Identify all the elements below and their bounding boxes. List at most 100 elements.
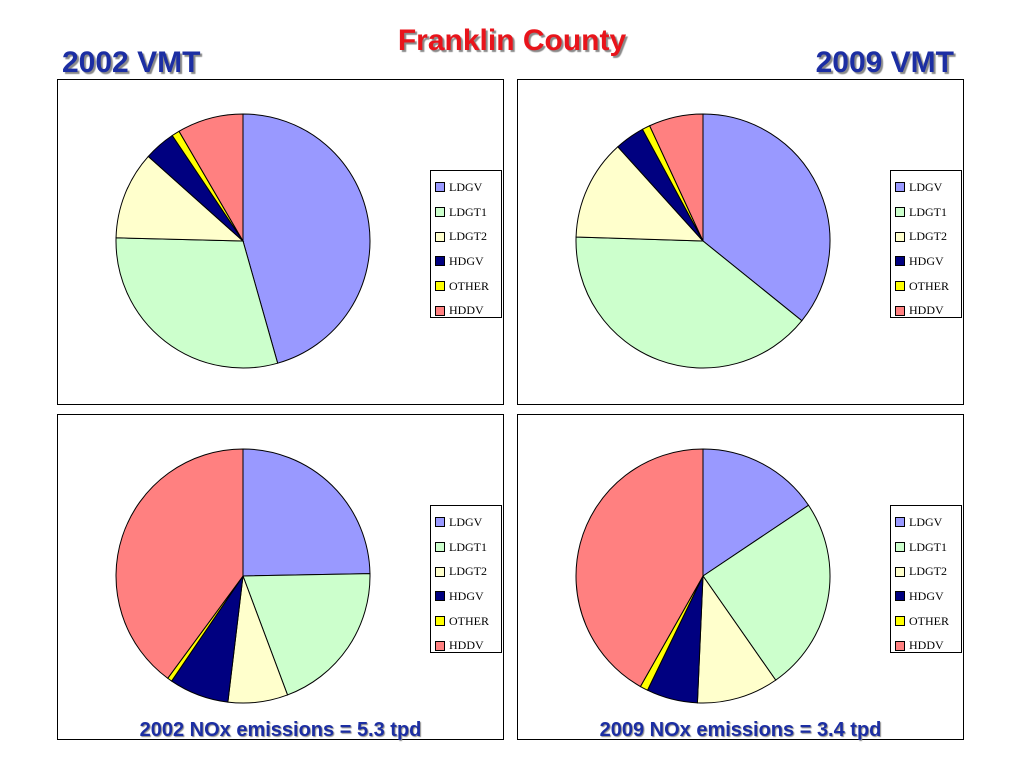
pie-slice-ldgt1 <box>702 504 831 681</box>
legend-swatch <box>435 207 445 218</box>
legend-label: LDGT1 <box>909 204 947 219</box>
legend-swatch <box>435 182 445 193</box>
legend-swatch <box>435 591 445 602</box>
legend-swatch <box>895 182 905 193</box>
legend-item-ldgv: LDGV <box>435 510 501 535</box>
legend-label: LDGT2 <box>909 229 947 244</box>
pie-slice-ldgt2 <box>115 155 245 242</box>
legend-swatch <box>435 256 445 267</box>
pie-slice-hddv <box>178 113 244 243</box>
legend: LDGV LDGT1 LDGT2 HDGV OTHER HDDV <box>430 505 502 653</box>
legend-label: HDGV <box>909 588 944 603</box>
legend: LDGV LDGT1 LDGT2 HDGV OTHER HDDV <box>890 505 962 653</box>
pie-slice-ldgt2 <box>575 146 705 242</box>
legend-item-hdgv: HDGV <box>895 249 961 274</box>
legend-label: LDGT2 <box>449 564 487 579</box>
pie-chart-2009-nox <box>575 448 831 704</box>
legend-item-other: OTHER <box>895 274 961 299</box>
legend-swatch <box>895 640 905 651</box>
chart-panel-2009-nox: LDGV LDGT1 LDGT2 HDGV OTHER HDDV 2009 NOx emi… <box>517 414 964 741</box>
pie-chart-2009-vmt <box>575 113 831 369</box>
chart-caption: 2002 NOx emissions = 5.3 tpd <box>139 719 422 741</box>
legend-swatch <box>895 256 905 267</box>
legend-label: LDGT2 <box>909 564 947 579</box>
legend-item-other: OTHER <box>435 274 501 299</box>
legend-swatch <box>895 616 905 627</box>
legend-swatch <box>435 542 445 553</box>
legend-swatch <box>435 305 445 316</box>
legend-swatch <box>895 591 905 602</box>
legend-item-ldgt1: LDGT1 <box>895 535 961 560</box>
legend-swatch <box>895 231 905 242</box>
legend-item-ldgt2: LDGT2 <box>435 224 501 249</box>
legend: LDGV LDGT1 LDGT2 HDGV OTHER HDDV <box>430 170 502 318</box>
legend-swatch <box>895 281 905 292</box>
pie-slice-ldgv <box>702 448 810 577</box>
heading-2009-vmt: 2009 VMT <box>815 46 954 79</box>
pie-slice-hddv <box>648 113 704 242</box>
legend-item-hdgv: HDGV <box>435 249 501 274</box>
chart-panel-2009-vmt: LDGV LDGT1 LDGT2 HDGV OTHER HDDV <box>517 79 964 405</box>
legend-item-ldgt2: LDGT2 <box>895 224 961 249</box>
legend-swatch <box>435 616 445 627</box>
legend-swatch <box>435 281 445 292</box>
legend-swatch <box>895 542 905 553</box>
pie-chart-2002-nox <box>115 448 371 704</box>
legend-swatch <box>895 517 905 528</box>
pie-slice-ldgv <box>702 113 831 322</box>
legend-item-ldgv: LDGV <box>435 175 501 200</box>
legend-item-hddv: HDDV <box>895 298 961 323</box>
legend-label: HDGV <box>449 588 484 603</box>
legend-swatch <box>895 305 905 316</box>
heading-2002-vmt: 2002 VMT <box>62 46 201 79</box>
legend-swatch <box>435 640 445 651</box>
legend-label: OTHER <box>449 613 489 628</box>
pie-slice-ldgt1 <box>575 236 803 369</box>
chart-caption: 2009 NOx emissions = 3.4 tpd <box>599 719 882 741</box>
legend-label: LDGV <box>449 179 483 194</box>
legend-label: HDGV <box>909 253 944 268</box>
legend-label: HDDV <box>449 638 484 653</box>
chart-panel-2002-vmt: LDGV LDGT1 LDGT2 HDGV OTHER HDDV <box>57 79 504 405</box>
legend-item-hddv: HDDV <box>435 298 501 323</box>
pie-slice-ldgt1 <box>115 237 279 369</box>
pie-slice-ldgv <box>242 113 371 364</box>
legend-label: OTHER <box>449 278 489 293</box>
legend-label: LDGT1 <box>449 204 487 219</box>
legend-swatch <box>435 517 445 528</box>
legend: LDGV LDGT1 LDGT2 HDGV OTHER HDDV <box>890 170 962 318</box>
pie-slice-ldgt1 <box>242 573 371 696</box>
legend-label: HDDV <box>909 303 944 318</box>
legend-label: LDGT1 <box>909 539 947 554</box>
legend-swatch <box>435 566 445 577</box>
pie-slice-hddv <box>115 448 244 679</box>
legend-item-hdgv: HDGV <box>435 584 501 609</box>
legend-item-ldgv: LDGV <box>895 175 961 200</box>
pie-slice-hddv <box>575 448 704 688</box>
legend-swatch <box>895 566 905 577</box>
page-title: Franklin County <box>397 24 627 57</box>
legend-label: OTHER <box>909 278 949 293</box>
pie-chart-2002-vmt <box>115 113 371 369</box>
legend-label: HDDV <box>909 638 944 653</box>
pie-slice-ldgv <box>242 448 371 577</box>
legend-label: HDDV <box>449 303 484 318</box>
legend-item-ldgt1: LDGT1 <box>435 200 501 225</box>
legend-item-ldgv: LDGV <box>895 510 961 535</box>
legend-item-ldgt2: LDGT2 <box>435 559 501 584</box>
legend-item-ldgt1: LDGT1 <box>435 535 501 560</box>
chart-panel-2002-nox: LDGV LDGT1 LDGT2 HDGV OTHER HDDV 2002 NOx emi… <box>57 414 504 741</box>
legend-item-other: OTHER <box>895 609 961 634</box>
legend-label: LDGV <box>449 514 483 529</box>
legend-label: LDGT2 <box>449 229 487 244</box>
legend-label: LDGV <box>909 514 943 529</box>
legend-item-hddv: HDDV <box>435 633 501 658</box>
legend-item-hddv: HDDV <box>895 633 961 658</box>
legend-swatch <box>435 231 445 242</box>
legend-label: HDGV <box>449 253 484 268</box>
legend-item-other: OTHER <box>435 609 501 634</box>
legend-swatch <box>895 207 905 218</box>
legend-item-hdgv: HDGV <box>895 584 961 609</box>
legend-item-ldgt2: LDGT2 <box>895 559 961 584</box>
legend-item-ldgt1: LDGT1 <box>895 200 961 225</box>
